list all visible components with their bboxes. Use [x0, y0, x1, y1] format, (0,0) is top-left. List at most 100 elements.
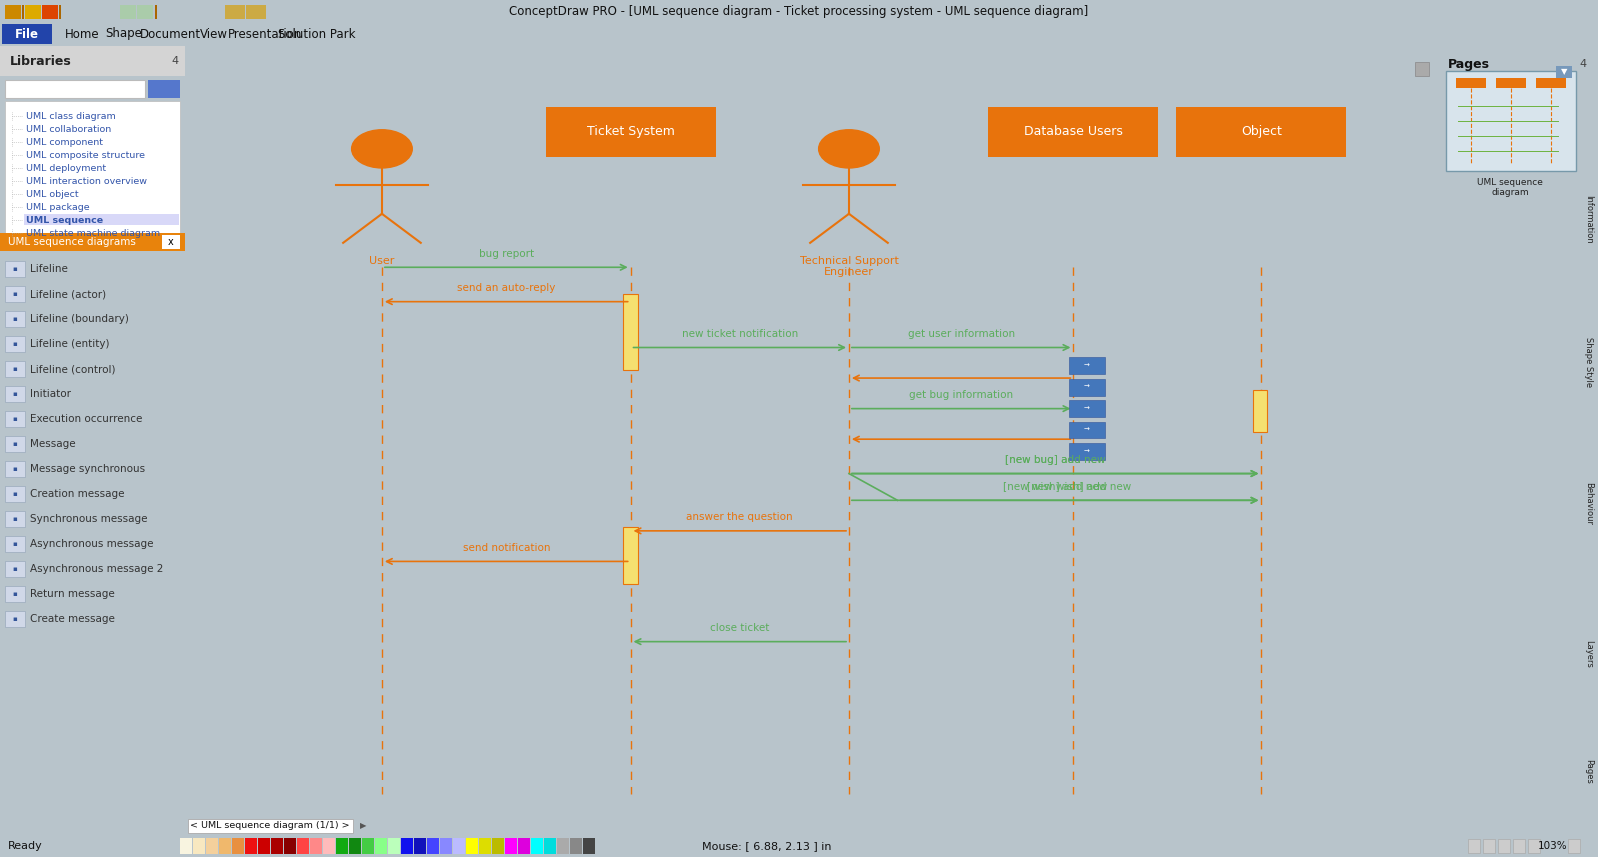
Text: ▼: ▼ [1561, 68, 1568, 76]
Bar [120, 5, 136, 19]
Text: [new bug] add new: [new bug] add new [1005, 455, 1106, 464]
Text: UML interaction overview: UML interaction overview [26, 177, 147, 185]
Bar [1069, 400, 1104, 417]
Text: ▪: ▪ [13, 291, 18, 297]
Text: ▪: ▪ [13, 441, 18, 447]
Text: Creation message: Creation message [30, 489, 125, 499]
Bar [583, 838, 594, 854]
Bar [5, 561, 26, 577]
Bar [1069, 443, 1104, 460]
Bar [5, 261, 26, 277]
Text: UML sequence: UML sequence [26, 215, 104, 225]
Circle shape [352, 129, 412, 168]
Bar [26, 5, 42, 19]
Text: ▪: ▪ [13, 616, 18, 622]
Bar [5, 536, 26, 552]
Bar [1513, 839, 1524, 853]
Text: →: → [1083, 427, 1090, 433]
Text: [new wish] add new: [new wish] add new [1028, 482, 1131, 492]
Text: ▪: ▪ [13, 516, 18, 522]
Bar [1536, 78, 1566, 88]
Text: ▪: ▪ [13, 466, 18, 472]
Bar [1414, 62, 1429, 76]
Bar [5, 511, 26, 527]
Bar [467, 838, 478, 854]
Text: bug report: bug report [479, 249, 534, 259]
Text: Ready: Ready [8, 841, 43, 851]
Bar [623, 294, 638, 370]
Bar [1528, 839, 1540, 853]
Bar [545, 107, 716, 157]
Bar [5, 586, 26, 602]
Bar [531, 838, 543, 854]
Bar [232, 838, 244, 854]
Bar [5, 361, 26, 377]
Text: Lifeline (control): Lifeline (control) [30, 364, 115, 374]
Text: ▪: ▪ [13, 541, 18, 547]
Bar [1497, 839, 1510, 853]
Text: Document: Document [141, 27, 201, 40]
Text: UML class diagram: UML class diagram [26, 111, 115, 121]
Bar [272, 838, 283, 854]
Bar [161, 235, 181, 249]
Bar [518, 838, 531, 854]
Bar [5, 80, 145, 98]
Text: Return message: Return message [30, 589, 115, 599]
Text: UML sequence diagrams: UML sequence diagrams [8, 237, 136, 247]
Text: ▪: ▪ [13, 366, 18, 372]
Text: [new wish] add new: [new wish] add new [1004, 482, 1107, 492]
Bar [59, 5, 61, 19]
Bar [1568, 839, 1580, 853]
Text: ▶: ▶ [360, 822, 366, 830]
Bar [1176, 107, 1346, 157]
Text: ConceptDraw PRO - [UML sequence diagram - Ticket processing system - UML sequenc: ConceptDraw PRO - [UML sequence diagram … [510, 4, 1088, 17]
Bar [5, 411, 26, 427]
Text: new ticket notification: new ticket notification [682, 329, 797, 339]
Text: UML package: UML package [26, 202, 89, 212]
Bar [5, 611, 26, 627]
Text: UML composite structure: UML composite structure [26, 151, 145, 159]
Text: 4: 4 [171, 56, 179, 66]
Text: Lifeline (entity): Lifeline (entity) [30, 339, 110, 349]
Bar [1556, 66, 1572, 78]
Text: ▪: ▪ [13, 391, 18, 397]
Bar [427, 838, 439, 854]
Text: →: → [1083, 448, 1090, 454]
Text: ▪: ▪ [13, 341, 18, 347]
Text: →: → [1083, 405, 1090, 411]
Text: UML component: UML component [26, 137, 102, 147]
Bar [5, 336, 26, 352]
Text: Technical Support
Engineer: Technical Support Engineer [799, 256, 898, 278]
Bar [401, 838, 412, 854]
Text: Asynchronous message 2: Asynchronous message 2 [30, 564, 163, 574]
Text: 4: 4 [1579, 59, 1587, 69]
Text: Information: Information [1585, 195, 1593, 244]
Bar [558, 838, 569, 854]
Text: Lifeline: Lifeline [30, 264, 67, 274]
Text: View: View [200, 27, 229, 40]
Bar [246, 5, 265, 19]
Bar [193, 838, 205, 854]
Text: ▪: ▪ [13, 416, 18, 422]
Circle shape [818, 129, 879, 168]
Bar [5, 461, 26, 477]
Text: UML sequence
diagram: UML sequence diagram [1477, 178, 1544, 197]
Text: ▪: ▪ [13, 591, 18, 597]
Bar [1069, 357, 1104, 375]
Text: Shape Style: Shape Style [1585, 337, 1593, 387]
Text: Pages: Pages [1448, 57, 1489, 70]
Bar [5, 311, 26, 327]
Text: User: User [369, 256, 395, 266]
Bar [0, 46, 185, 76]
Bar [24, 214, 179, 225]
Bar [1496, 78, 1526, 88]
Bar [5, 286, 26, 302]
Bar [492, 838, 503, 854]
Bar [336, 838, 348, 854]
Text: Libraries: Libraries [10, 55, 72, 68]
Bar [1456, 78, 1486, 88]
Text: close ticket: close ticket [710, 623, 770, 632]
Bar [323, 838, 336, 854]
Bar [1446, 71, 1576, 171]
Text: ▪: ▪ [13, 566, 18, 572]
